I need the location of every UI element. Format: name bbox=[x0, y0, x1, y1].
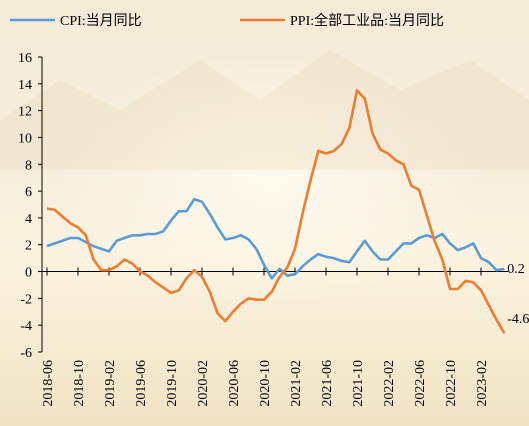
x-tick-label: 2019-06 bbox=[134, 360, 149, 407]
x-tick-label: 2020-06 bbox=[227, 360, 242, 407]
background-hills bbox=[0, 50, 529, 170]
y-tick-label: 12 bbox=[18, 105, 32, 120]
legend-label: CPI:当月同比 bbox=[60, 13, 142, 29]
x-tick-label: 2019-02 bbox=[103, 360, 118, 407]
x-tick-label: 2021-06 bbox=[320, 360, 335, 407]
x-tick-label: 2018-06 bbox=[41, 360, 56, 407]
y-tick-label: 0 bbox=[25, 266, 32, 281]
y-tick-label: -4 bbox=[20, 319, 32, 334]
y-tick-label: 6 bbox=[25, 185, 32, 200]
series-line bbox=[46, 197, 505, 280]
x-tick-label: 2020-02 bbox=[196, 360, 211, 407]
series-line bbox=[46, 89, 506, 334]
y-tick-label: -6 bbox=[20, 346, 32, 361]
x-tick-label: 2023-02 bbox=[475, 360, 490, 407]
end-value-label: -4.6 bbox=[507, 312, 529, 327]
y-tick-label: 14 bbox=[18, 78, 32, 93]
y-tick-label: 10 bbox=[18, 131, 32, 146]
x-tick-label: 2022-02 bbox=[382, 360, 397, 407]
y-tick-label: 2 bbox=[25, 239, 32, 254]
x-tick-label: 2021-10 bbox=[351, 360, 366, 407]
x-tick-label: 2018-10 bbox=[72, 360, 87, 407]
end-value-label: 0.2 bbox=[507, 262, 525, 277]
x-tick-label: 2021-02 bbox=[289, 360, 304, 407]
y-tick-label: 4 bbox=[25, 212, 32, 227]
y-tick-label: -2 bbox=[20, 292, 32, 307]
x-tick-label: 2020-10 bbox=[258, 360, 273, 407]
y-tick-label: 8 bbox=[25, 158, 32, 173]
legend-label: PPI:全部工业品:当月同比 bbox=[290, 12, 444, 29]
x-tick-label: 2022-10 bbox=[444, 360, 459, 407]
x-tick-label: 2022-06 bbox=[413, 360, 428, 407]
x-tick-label: 2019-10 bbox=[165, 360, 180, 407]
y-tick-label: 16 bbox=[18, 51, 32, 66]
